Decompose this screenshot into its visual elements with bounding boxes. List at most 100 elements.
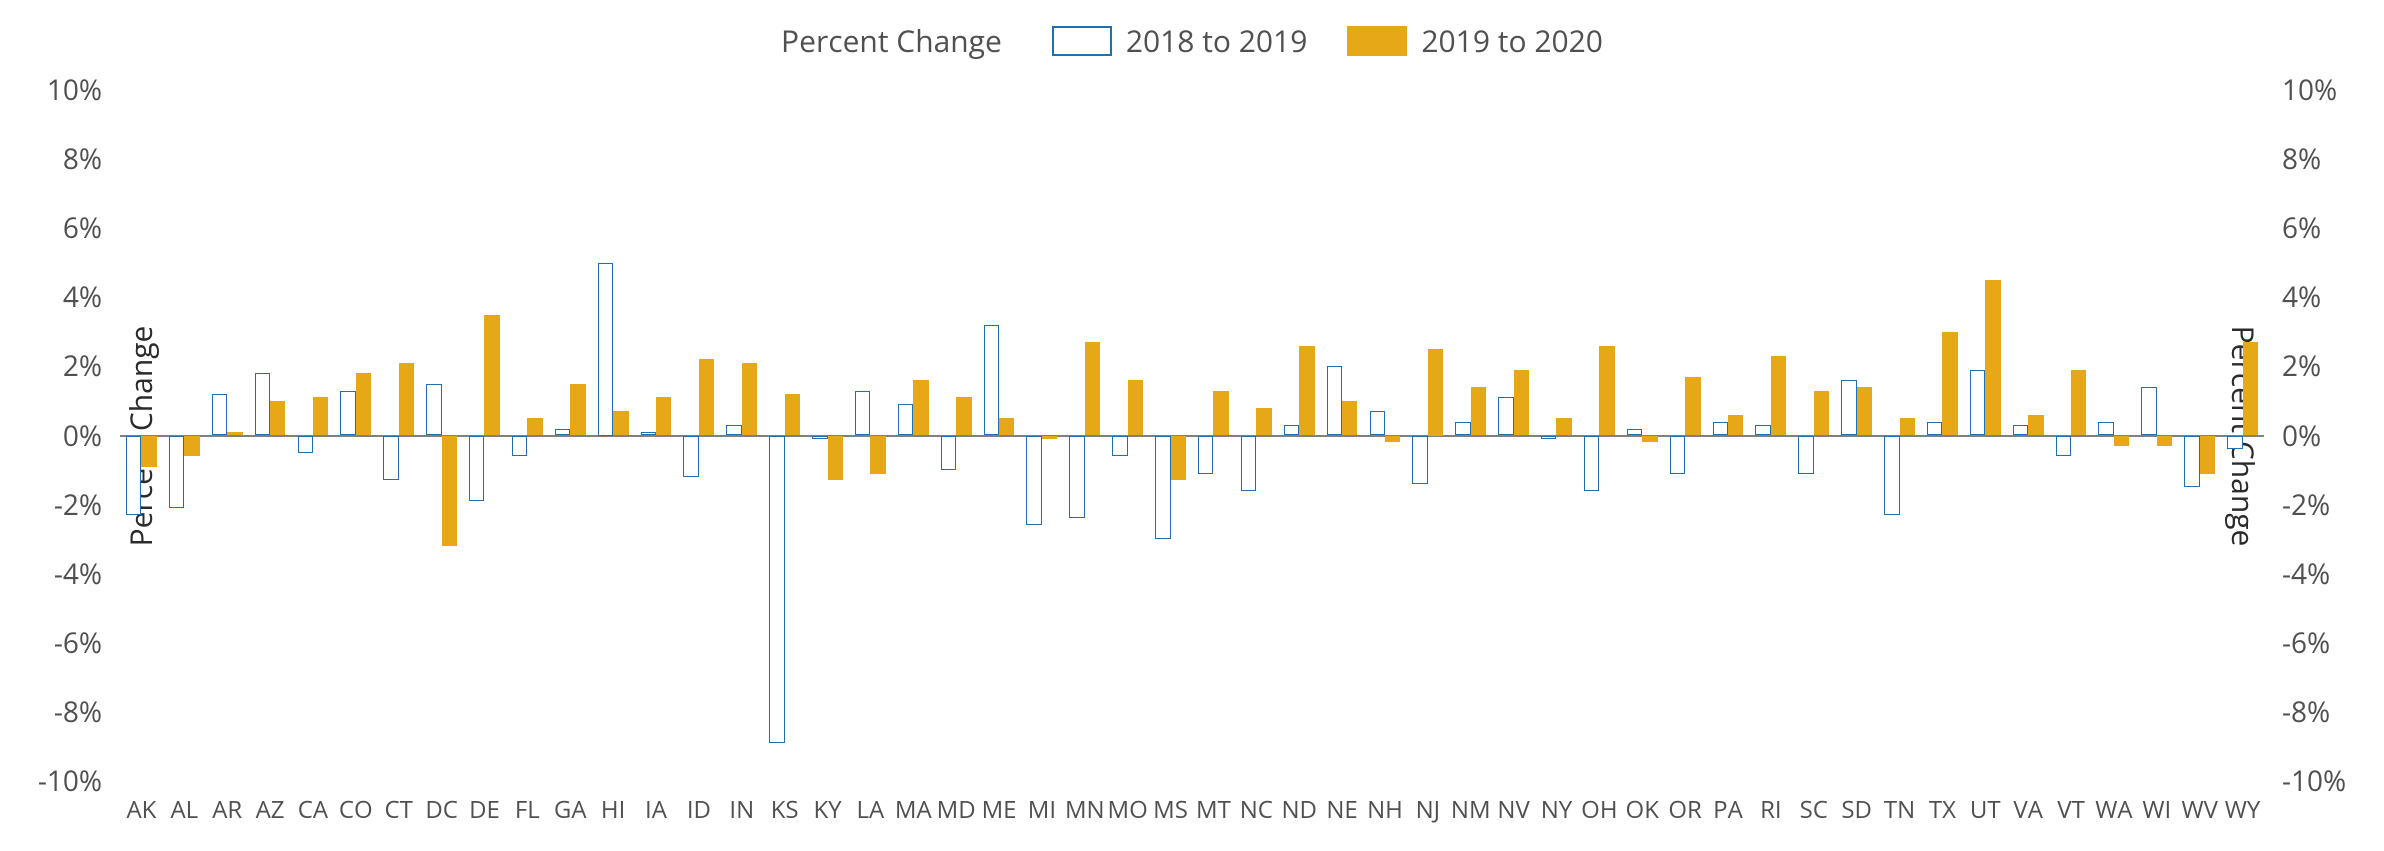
bar-2018-2019: [1670, 436, 1685, 474]
bar-2018-2019: [1198, 436, 1213, 474]
bar-2018-2019: [2098, 422, 2113, 436]
x-tick-label: NM: [1449, 793, 1492, 826]
x-tick-label: SD: [1835, 793, 1878, 826]
x-tick-label: NV: [1492, 793, 1535, 826]
bar-2018-2019: [1627, 429, 1642, 436]
bar-2018-2019: [1713, 422, 1728, 436]
bar-2019-2020: [1642, 436, 1657, 443]
ytick-left: -4%: [54, 555, 102, 593]
bar-2018-2019: [512, 436, 527, 457]
bar-2019-2020: [999, 418, 1014, 435]
bar-2019-2020: [785, 394, 800, 435]
x-tick-label: NC: [1235, 793, 1278, 826]
bar-2019-2020: [913, 380, 928, 435]
ytick-right: 0%: [2282, 417, 2321, 455]
ytick-left: 0%: [63, 417, 102, 455]
bar-2019-2020: [1556, 418, 1571, 435]
x-tick-label: NE: [1321, 793, 1364, 826]
bar-2018-2019: [641, 432, 656, 435]
ytick-left: 6%: [63, 209, 102, 247]
bar-2018-2019: [2227, 436, 2242, 450]
x-tick-label: MO: [1106, 793, 1149, 826]
x-tick-label: MT: [1192, 793, 1235, 826]
legend-label-b: 2019 to 2020: [1421, 20, 1603, 61]
bar-2019-2020: [956, 397, 971, 435]
bar-2019-2020: [1299, 346, 1314, 436]
bar-2018-2019: [2141, 387, 2156, 435]
legend-label-a: 2018 to 2019: [1126, 20, 1308, 61]
bar-2019-2020: [1471, 387, 1486, 435]
state-group: AL: [163, 90, 206, 781]
ytick-right: -4%: [2282, 555, 2330, 593]
x-tick-label: WV: [2178, 793, 2221, 826]
ytick-right: 6%: [2282, 209, 2321, 247]
bar-2019-2020: [1985, 280, 2000, 435]
bar-2019-2020: [1514, 370, 1529, 436]
bar-2018-2019: [2184, 436, 2199, 488]
bar-2018-2019: [683, 436, 698, 477]
x-tick-label: AL: [163, 793, 206, 826]
bar-2019-2020: [1171, 436, 1186, 481]
ytick-right: -2%: [2282, 486, 2330, 524]
bar-2018-2019: [1927, 422, 1942, 436]
legend-title: Percent Change: [781, 20, 1002, 61]
x-tick-label: CA: [292, 793, 335, 826]
bar-2018-2019: [169, 436, 184, 509]
bar-2019-2020: [356, 373, 371, 435]
x-tick-label: KY: [806, 793, 849, 826]
bar-2018-2019: [1241, 436, 1256, 491]
legend-swatch-fill: [1347, 26, 1407, 56]
bar-2018-2019: [1755, 425, 1770, 435]
x-tick-label: NY: [1535, 793, 1578, 826]
bar-2018-2019: [855, 391, 870, 436]
x-tick-label: WI: [2135, 793, 2178, 826]
state-group: AK: [120, 90, 163, 781]
bar-2018-2019: [1584, 436, 1599, 491]
bar-2019-2020: [1814, 391, 1829, 436]
bar-2018-2019: [126, 436, 141, 515]
bar-2018-2019: [340, 391, 355, 436]
bar-2019-2020: [1085, 342, 1100, 435]
bar-2018-2019: [469, 436, 484, 502]
bar-2019-2020: [1685, 377, 1700, 436]
bar-2018-2019: [1327, 366, 1342, 435]
x-tick-label: MS: [1149, 793, 1192, 826]
x-tick-label: MD: [935, 793, 978, 826]
bar-2019-2020: [870, 436, 885, 474]
x-tick-label: MN: [1063, 793, 1106, 826]
bar-2018-2019: [1026, 436, 1041, 526]
ytick-left: 8%: [63, 140, 102, 178]
bar-2018-2019: [555, 429, 570, 436]
x-tick-label: GA: [549, 793, 592, 826]
bar-2018-2019: [598, 263, 613, 436]
bar-2019-2020: [742, 363, 757, 436]
bar-2018-2019: [1284, 425, 1299, 435]
bar-2018-2019: [1155, 436, 1170, 540]
x-tick-label: ID: [677, 793, 720, 826]
bar-2019-2020: [570, 384, 585, 436]
legend-item-2019-2020: 2019 to 2020: [1347, 20, 1603, 61]
x-tick-label: RI: [1749, 793, 1792, 826]
bar-2019-2020: [1728, 415, 1743, 436]
bar-2019-2020: [2028, 415, 2043, 436]
x-tick-label: OR: [1664, 793, 1707, 826]
x-tick-label: LA: [849, 793, 892, 826]
x-tick-label: ND: [1278, 793, 1321, 826]
x-tick-label: CT: [377, 793, 420, 826]
ytick-left: -2%: [54, 486, 102, 524]
ytick-right: 10%: [2282, 71, 2337, 109]
bar-2019-2020: [1771, 356, 1786, 435]
bar-2018-2019: [1798, 436, 1813, 474]
ytick-right: 4%: [2282, 278, 2321, 316]
x-tick-label: NH: [1364, 793, 1407, 826]
bar-2019-2020: [2071, 370, 2086, 436]
bar-2019-2020: [399, 363, 414, 436]
bar-2019-2020: [2114, 436, 2129, 446]
ytick-right: 2%: [2282, 347, 2321, 385]
legend-swatch-outline: [1052, 26, 1112, 56]
bar-2018-2019: [941, 436, 956, 471]
bar-2019-2020: [1900, 418, 1915, 435]
x-tick-label: DC: [420, 793, 463, 826]
state-group: KY: [806, 90, 849, 781]
x-tick-label: VT: [2050, 793, 2093, 826]
